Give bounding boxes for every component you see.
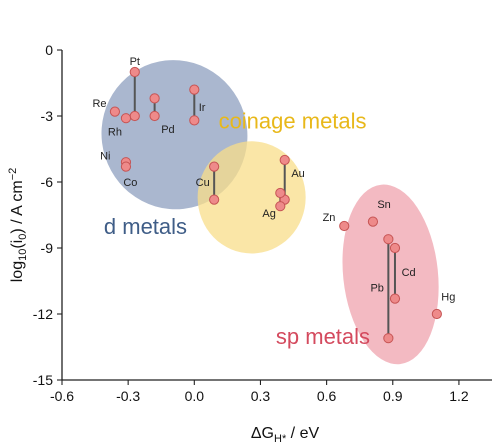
group-ellipse-1	[197, 141, 306, 254]
y-ticks: 0 -3 -6 -9 -12 -15	[33, 42, 62, 388]
metal-label-cd: Cd	[402, 267, 416, 279]
data-point-pb	[383, 333, 394, 344]
data-point-cd	[389, 293, 401, 304]
x-tick-label: 1.2	[449, 388, 469, 404]
data-point-pd	[149, 93, 160, 104]
group-label-2: sp metals	[276, 324, 370, 349]
metal-label-ag: Ag	[262, 208, 275, 220]
metal-label-pd: Pd	[161, 124, 174, 136]
metal-label-co: Co	[123, 177, 137, 189]
y-tick-label: -12	[33, 306, 53, 322]
metal-label-ir: Ir	[199, 102, 206, 114]
data-point-pd	[149, 110, 160, 122]
metal-label-au: Au	[291, 168, 304, 180]
data-point-ag	[275, 187, 286, 199]
group-label-1: coinage metals	[219, 108, 367, 133]
data-point-hg	[431, 308, 442, 320]
data-point-re	[109, 106, 121, 117]
metal-label-sn: Sn	[377, 199, 390, 211]
metal-label-rh: Rh	[108, 126, 122, 138]
metal-label-zn: Zn	[323, 212, 336, 224]
x-axis-title: ΔGH* / eV	[251, 425, 320, 445]
y-axis-title: log10(i0) / A cm−2	[7, 168, 29, 283]
data-point-pt	[129, 110, 140, 122]
metal-label-pt: Pt	[130, 56, 140, 68]
x-tick-label: 0.9	[383, 388, 403, 404]
axes	[61, 50, 492, 381]
y-tick-label: -6	[41, 174, 54, 190]
metal-labels: Pt Re Rh Pd Ir Ni Co Cu Au Ag Zn Sn Pb Cd Hg	[92, 56, 455, 303]
data-point-co	[120, 161, 132, 172]
metal-label-cu: Cu	[196, 177, 210, 189]
metal-label-re: Re	[92, 98, 106, 110]
x-tick-label: -0.3	[116, 388, 140, 404]
x-tick-label: 0.3	[251, 388, 271, 404]
x-ticks: -0.6 -0.3 0.0 0.3 0.6 0.9 1.2	[50, 380, 469, 404]
data-point-zn	[339, 220, 350, 232]
data-point-cu	[209, 194, 220, 205]
x-tick-label: 0.0	[185, 388, 205, 404]
group-ellipse-2	[342, 184, 439, 365]
x-tick-label: -0.6	[50, 388, 74, 404]
y-tick-label: -3	[41, 108, 54, 124]
y-tick-label: 0	[45, 42, 53, 58]
y-tick-label: -15	[33, 372, 53, 388]
x-tick-label: 0.6	[317, 388, 337, 404]
group-labels: d metals coinage metals sp metals	[104, 108, 370, 349]
data-point-rh	[120, 113, 132, 124]
data-point-sn	[367, 216, 379, 227]
data-point-pb	[383, 234, 394, 245]
metal-label-hg: Hg	[441, 291, 455, 303]
data-point-cd	[389, 242, 401, 254]
group-ellipses	[101, 60, 439, 365]
data-point-cu	[209, 161, 220, 172]
metal-label-pb: Pb	[370, 283, 383, 295]
y-tick-label: -9	[41, 240, 54, 256]
data-point-pt	[129, 66, 140, 78]
data-point-ir	[189, 115, 200, 126]
group-label-0: d metals	[104, 214, 187, 239]
data-point-au	[279, 154, 290, 166]
data-point-ir	[189, 84, 200, 95]
metal-label-ni: Ni	[100, 151, 110, 163]
data-points	[109, 66, 442, 344]
data-point-ag	[275, 201, 286, 212]
